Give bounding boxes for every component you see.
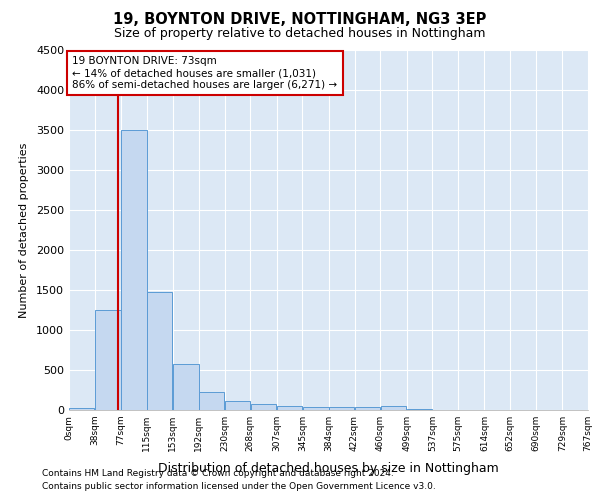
Text: 19, BOYNTON DRIVE, NOTTINGHAM, NG3 3EP: 19, BOYNTON DRIVE, NOTTINGHAM, NG3 3EP (113, 12, 487, 28)
Bar (303, 407, 329, 410)
Bar (69, 408, 94, 410)
Bar (121, 130, 146, 410)
Bar (95, 310, 121, 410)
Bar (355, 407, 380, 410)
Bar (251, 404, 277, 410)
Bar (277, 406, 302, 410)
Bar (173, 364, 199, 410)
Text: Size of property relative to detached houses in Nottingham: Size of property relative to detached ho… (114, 28, 486, 40)
Bar (329, 407, 354, 410)
Bar (407, 409, 432, 410)
Text: 19 BOYNTON DRIVE: 73sqm
← 14% of detached houses are smaller (1,031)
86% of semi: 19 BOYNTON DRIVE: 73sqm ← 14% of detache… (73, 56, 338, 90)
Bar (225, 401, 250, 410)
Bar (147, 292, 172, 410)
Bar (380, 406, 406, 410)
Text: Contains HM Land Registry data © Crown copyright and database right 2024.: Contains HM Land Registry data © Crown c… (42, 468, 394, 477)
X-axis label: Distribution of detached houses by size in Nottingham: Distribution of detached houses by size … (158, 462, 499, 475)
Bar (199, 392, 224, 410)
Y-axis label: Number of detached properties: Number of detached properties (19, 142, 29, 318)
Text: Contains public sector information licensed under the Open Government Licence v3: Contains public sector information licen… (42, 482, 436, 491)
